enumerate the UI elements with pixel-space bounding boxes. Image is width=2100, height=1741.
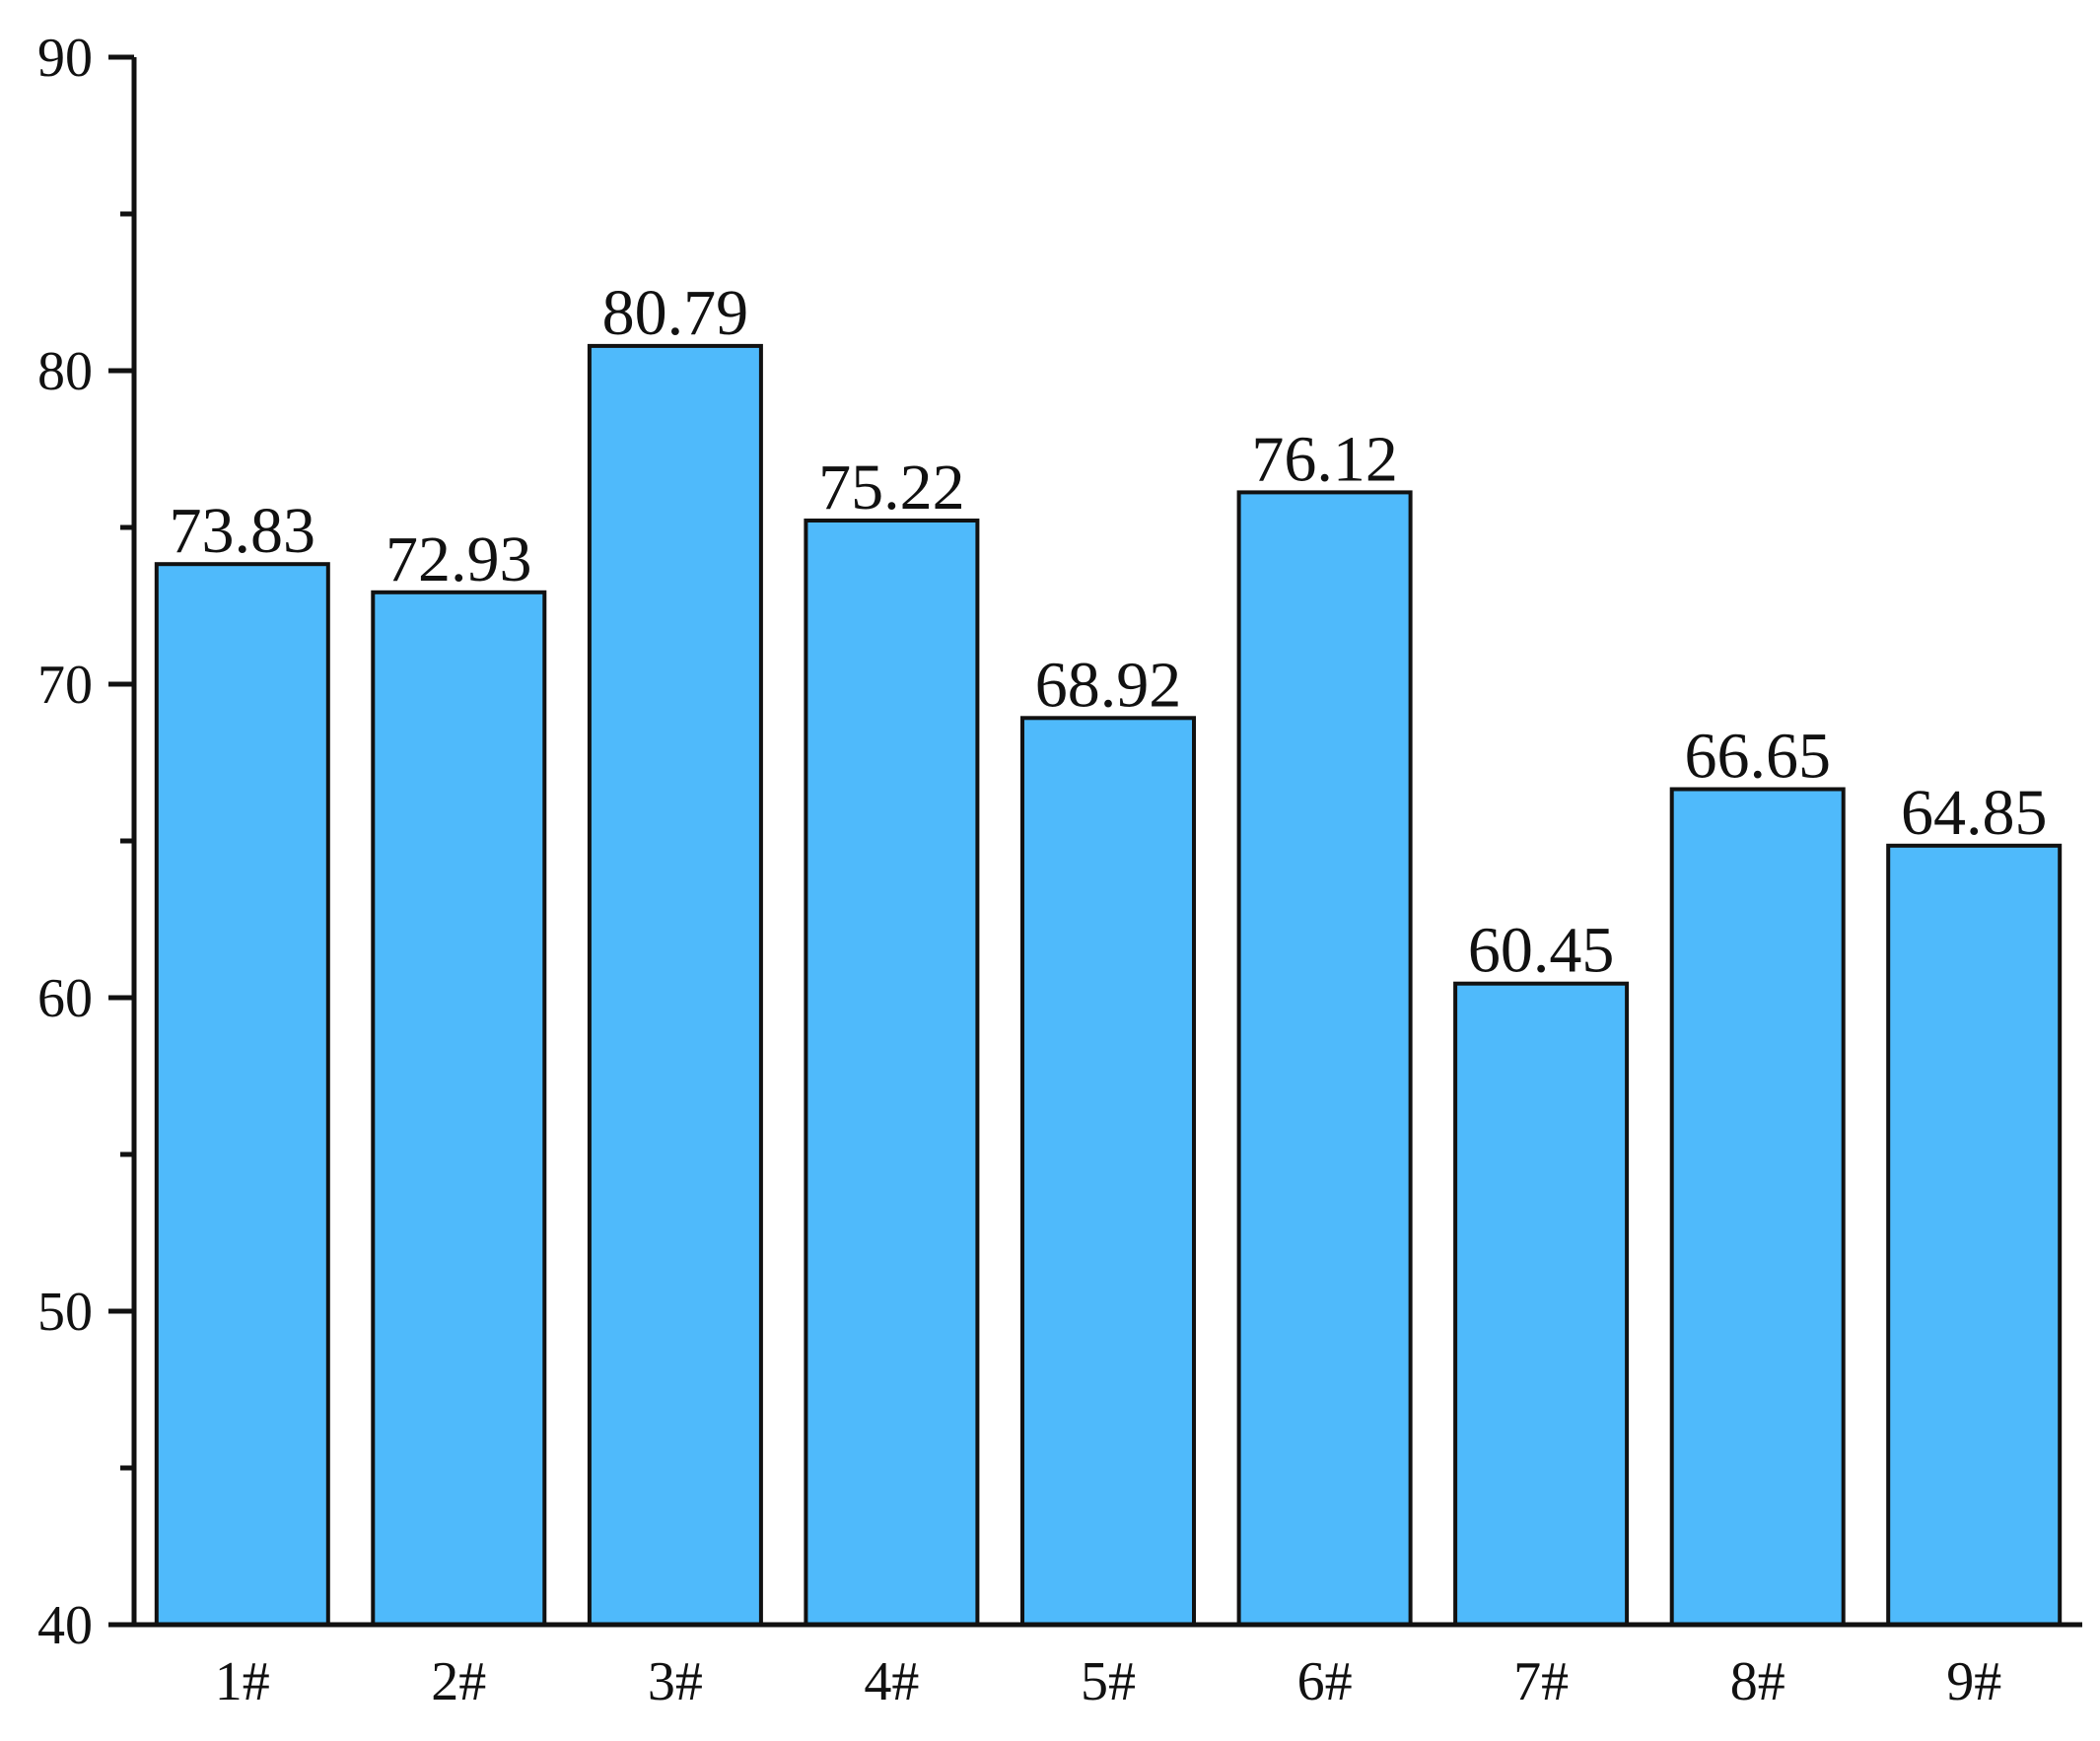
bar-4# xyxy=(804,519,980,1627)
y-tick-label: 90 xyxy=(37,28,93,89)
bar-7# xyxy=(1453,981,1630,1627)
x-tick-label: 1# xyxy=(215,1651,270,1712)
data-labels-layer: 73.83 72.93 80.79 75.22 68.92 76.12 60.45 66.65… xyxy=(170,277,2048,987)
data-label: 66.65 xyxy=(1684,721,1831,793)
x-tick-label: 7# xyxy=(1513,1651,1569,1712)
bar-5# xyxy=(1020,716,1196,1627)
x-tick-label: 5# xyxy=(1081,1651,1136,1712)
bar-1# xyxy=(154,562,330,1628)
data-label: 75.22 xyxy=(818,452,965,523)
y-tick-label: 80 xyxy=(37,341,93,402)
bar-8# xyxy=(1669,787,1846,1627)
x-tick-label: 2# xyxy=(431,1651,486,1712)
x-tick-label: 8# xyxy=(1730,1651,1785,1712)
x-tick-label: 9# xyxy=(1946,1651,2001,1712)
y-tick-label: 70 xyxy=(37,655,93,716)
x-tick-label: 3# xyxy=(648,1651,703,1712)
data-label: 60.45 xyxy=(1468,915,1615,987)
data-label: 72.93 xyxy=(385,523,532,595)
x-tick-label: 6# xyxy=(1297,1651,1353,1712)
bars-layer xyxy=(154,343,2063,1628)
y-tick-label: 60 xyxy=(37,968,93,1029)
y-tick-label: 40 xyxy=(37,1595,93,1656)
data-label: 64.85 xyxy=(1901,777,2048,849)
data-label: 73.83 xyxy=(170,495,316,567)
x-tick-label: 4# xyxy=(864,1651,919,1712)
bar-6# xyxy=(1236,490,1413,1627)
bar-9# xyxy=(1886,843,2063,1627)
axes-layer: 1# 2# 3# 4# 5# 6# 7# 8# 9# 40 50 60 70 80 90 xyxy=(37,28,2082,1712)
bar-2# xyxy=(371,590,547,1627)
data-label: 80.79 xyxy=(602,277,749,349)
y-tick-label: 50 xyxy=(37,1282,93,1343)
bar-3# xyxy=(587,343,763,1627)
data-label: 68.92 xyxy=(1035,649,1182,721)
data-label: 76.12 xyxy=(1251,423,1398,495)
